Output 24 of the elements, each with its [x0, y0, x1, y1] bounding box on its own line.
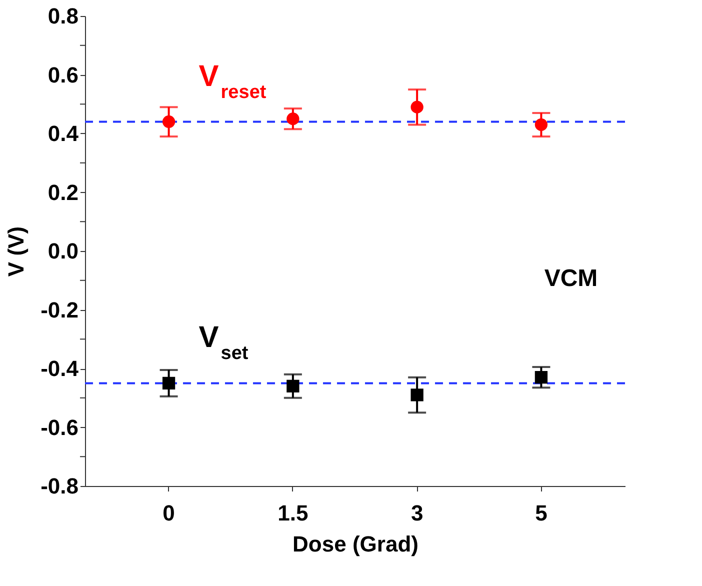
point: [162, 115, 176, 128]
y-tick-label: 0.4: [48, 121, 80, 146]
point: [410, 388, 424, 402]
x-tick-label: 3: [410, 500, 424, 526]
x-tick-label: 0: [162, 500, 175, 526]
y-tick-label: 0.8: [48, 4, 78, 28]
y-axis-title: V (V): [4, 226, 29, 277]
point: [534, 370, 548, 384]
y-tick-label: -0.2: [40, 297, 78, 322]
annotation: VCM: [544, 265, 598, 292]
y-tick-label: 0.0: [48, 238, 78, 264]
point: [534, 118, 548, 131]
point: [162, 376, 176, 390]
y-tick-label: 0.6: [48, 62, 78, 88]
x-tick-label: 1.5: [278, 500, 308, 526]
y-tick-label: 0.2: [48, 180, 78, 205]
point: [286, 380, 300, 392]
point: [286, 112, 300, 126]
x-axis-title: Dose (Grad): [292, 532, 418, 556]
y-tick-label: -0.6: [40, 414, 78, 440]
y-tick-label: -0.4: [40, 356, 80, 381]
x-tick-label: 5: [535, 500, 548, 526]
y-tick-label: -0.8: [40, 474, 78, 498]
point: [410, 100, 424, 114]
